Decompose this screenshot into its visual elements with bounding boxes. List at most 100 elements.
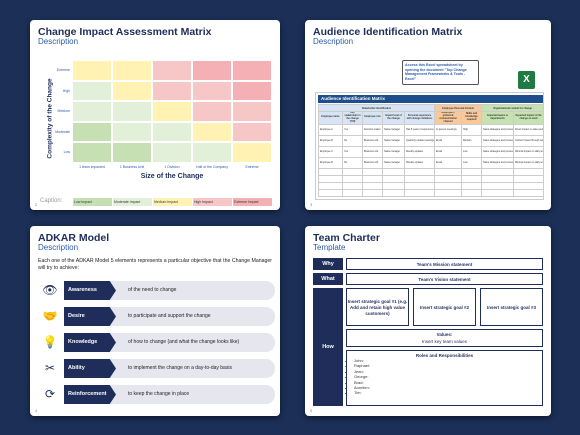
table-cell[interactable]: Employee D	[318, 156, 343, 169]
strategic-goal-2: Insert strategic goal #2	[413, 288, 476, 326]
table-cell[interactable]	[342, 181, 363, 190]
table-cell[interactable]: Low	[461, 156, 483, 169]
table-cell[interactable]: Business unit	[362, 156, 383, 169]
table-cell[interactable]	[434, 181, 463, 190]
table-cell[interactable]: Email	[434, 134, 463, 147]
table-cell[interactable]	[403, 174, 436, 183]
adkar-row: 🤝 Desire to participate and support the ch…	[40, 307, 275, 326]
table-cell[interactable]	[403, 181, 436, 190]
matrix-cell	[232, 142, 272, 163]
y-tick-label: Low	[63, 150, 70, 155]
table-cell[interactable]	[461, 174, 483, 183]
vision-statement: Team's Vision statement	[346, 273, 543, 285]
matrix-cell	[232, 80, 272, 102]
page-number: 3	[310, 202, 313, 207]
legend-item: Moderate Impact	[112, 198, 152, 206]
table-cell[interactable]	[481, 188, 515, 197]
matrix-cell	[152, 121, 192, 143]
table-cell[interactable]: Weekly updates	[403, 156, 436, 169]
table-cell[interactable]	[362, 181, 383, 190]
page-number: 2	[35, 202, 38, 207]
adkar-label: Desire	[64, 307, 116, 326]
table-cell[interactable]: Low	[461, 145, 483, 158]
slide-audience-matrix[interactable]: Audience Identification Matrix Descripti…	[305, 20, 551, 210]
table-cell[interactable]	[461, 167, 483, 176]
table-cell[interactable]: Has 5 years of experience with change in…	[403, 123, 436, 136]
table-cell[interactable]: Indirect impact through team changes	[513, 134, 545, 147]
table-row: Employee C Yes Business unit Sales manager W…	[318, 145, 545, 158]
table-cell[interactable]	[481, 167, 515, 176]
table-cell[interactable]	[382, 167, 405, 176]
role-item: George:	[354, 374, 542, 379]
role-item: Brad:	[354, 380, 542, 385]
slide-adkar-model[interactable]: ADKAR Model Description Each one of the …	[30, 226, 280, 416]
table-cell[interactable]	[403, 167, 436, 176]
table-cell[interactable]: Business unit	[362, 145, 383, 158]
table-cell[interactable]: No	[342, 156, 363, 169]
table-cell[interactable]: Employee B	[318, 134, 343, 147]
table-cell[interactable]	[513, 188, 545, 197]
table-cell[interactable]	[513, 181, 545, 190]
table-cell[interactable]: Sales strategies and processes	[481, 134, 515, 147]
column-header: Impact level of the change	[382, 111, 405, 125]
table-cell[interactable]	[434, 188, 463, 197]
matrix-cell	[112, 80, 152, 102]
table-cell[interactable]: Decision-maker	[362, 123, 383, 136]
table-cell[interactable]: Email	[434, 145, 463, 158]
table-cell[interactable]: Business unit	[362, 134, 383, 147]
table-cell[interactable]: Employee C	[318, 145, 343, 158]
table-cell[interactable]	[318, 188, 343, 197]
table-cell[interactable]	[481, 181, 515, 190]
what-row: What Team's Vision statement	[313, 273, 543, 285]
table-cell[interactable]	[362, 188, 383, 197]
table-cell[interactable]	[342, 188, 363, 197]
tools-icon: ✂	[44, 361, 56, 375]
table-cell[interactable]	[434, 167, 463, 176]
table-cell[interactable]: Weekly updates	[403, 145, 436, 158]
column-header: Key stakeholder in the change (Y/N)	[342, 111, 363, 125]
table-cell[interactable]: Minimal impact on daily work	[513, 145, 545, 158]
table-cell[interactable]: Direct impact on sales performance	[513, 123, 545, 136]
table-cell[interactable]: Yes	[342, 123, 363, 136]
table-cell[interactable]: Yes	[342, 145, 363, 158]
spreadsheet-preview: Audience Identification Matrix Stakehold…	[315, 92, 545, 200]
table-cell[interactable]	[342, 167, 363, 176]
table-cell[interactable]: Sales strategies and processes	[481, 123, 515, 136]
table-cell[interactable]: Sales strategies and processes	[481, 156, 515, 169]
slide-subtitle: Description	[38, 37, 79, 46]
table-cell[interactable]: Sales manager	[382, 145, 405, 158]
table-cell[interactable]	[513, 174, 545, 183]
caption-label: Caption:	[40, 198, 63, 204]
table-cell[interactable]	[318, 174, 343, 183]
table-cell[interactable]	[481, 174, 515, 183]
table-cell[interactable]	[403, 188, 436, 197]
table-cell[interactable]	[461, 188, 483, 197]
table-cell[interactable]: Sales manager	[382, 123, 405, 136]
table-cell[interactable]: No	[342, 134, 363, 147]
table-cell[interactable]	[434, 174, 463, 183]
adkar-description: of how to change (and what the change lo…	[128, 339, 240, 345]
table-cell[interactable]: Minimal impact on daily work	[513, 156, 545, 169]
table-cell[interactable]: In-person meetings	[434, 123, 463, 136]
slide-team-charter[interactable]: Team Charter Template Why Team's Mission…	[305, 226, 551, 416]
table-cell[interactable]	[382, 188, 405, 197]
table-cell[interactable]	[318, 181, 343, 190]
table-cell[interactable]: Quarterly update meetings	[403, 134, 436, 147]
table-cell[interactable]	[382, 174, 405, 183]
table-cell[interactable]	[461, 181, 483, 190]
table-cell[interactable]	[382, 181, 405, 190]
table-cell[interactable]: High	[461, 123, 483, 136]
table-cell[interactable]: Medium	[461, 134, 483, 147]
table-cell[interactable]: Sales strategies and processes	[481, 145, 515, 158]
table-cell[interactable]	[362, 167, 383, 176]
table-cell[interactable]	[362, 174, 383, 183]
table-cell[interactable]	[513, 167, 545, 176]
table-cell[interactable]: Sales manager	[382, 134, 405, 147]
table-cell[interactable]: Sales manager	[382, 156, 405, 169]
group-header: Organizational context for change	[481, 104, 545, 112]
table-cell[interactable]	[342, 174, 363, 183]
table-cell[interactable]: Email	[434, 156, 463, 169]
table-cell[interactable]	[318, 167, 343, 176]
table-cell[interactable]: Employee A	[318, 123, 343, 136]
slide-change-impact-matrix[interactable]: Change Impact Assessment Matrix Descript…	[30, 20, 280, 210]
